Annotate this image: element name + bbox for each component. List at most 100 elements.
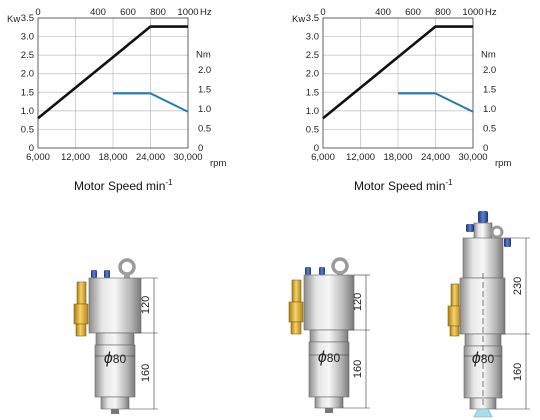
- nm-tick-label: 2.0: [483, 65, 496, 76]
- nm-tick-label: 2.0: [198, 65, 211, 76]
- rpm-tick-label: 6,000: [311, 152, 335, 163]
- rpm-unit-label: rpm: [495, 158, 511, 169]
- caption-superscript: -1: [445, 178, 453, 187]
- spindle-upper-body: [303, 274, 355, 331]
- performance-chart-left: Kw Hz Nm rpm 0 400 600 800 1000 6,000 12,000 18,000…: [7, 7, 226, 169]
- nm-tick-label: 0: [483, 143, 488, 154]
- dimension-lower-label: 160: [140, 364, 152, 382]
- kw-tick-label: 2.0: [306, 69, 319, 80]
- spindle-lower-body: [308, 341, 350, 398]
- hz-tick-label: 1000: [177, 7, 198, 18]
- blue-caps: [91, 270, 110, 278]
- spindle-nose: [100, 396, 130, 410]
- kw-tick-label: 0.5: [306, 124, 319, 135]
- torque-curve-line: [113, 92, 189, 113]
- spindle-lower-body: [94, 344, 136, 398]
- kw-unit-label: Kw: [7, 14, 20, 25]
- caption-text: Motor Speed min: [354, 179, 446, 193]
- hz-tick-label: 600: [405, 7, 421, 18]
- diameter-label: ϕ80: [318, 349, 341, 366]
- kw-tick-label: 2.5: [21, 50, 34, 61]
- dimension-lower-label: 160: [512, 363, 524, 381]
- coolant-outlet: [473, 408, 493, 418]
- dimension-lines: [464, 237, 530, 410]
- kw-tick-label: 1.5: [306, 87, 319, 98]
- nm-unit-label: Nm: [196, 49, 211, 60]
- diameter-label: ϕ80: [104, 350, 127, 367]
- kw-tick-label: 0.5: [21, 124, 34, 135]
- hz-tick-label: 400: [90, 7, 106, 18]
- kw-tick-label: 2.5: [306, 50, 319, 61]
- nm-unit-label: Nm: [481, 49, 496, 60]
- tool-tip: [325, 408, 333, 413]
- spindle-upper-body: [459, 277, 506, 335]
- brass-fitting: [447, 283, 462, 337]
- spindle-flange: [309, 329, 349, 343]
- diameter-value: 80: [327, 351, 341, 365]
- diameter-symbol: ϕ: [472, 350, 481, 367]
- nm-tick-label: 1.5: [483, 85, 496, 96]
- rpm-tick-label: 30,000: [458, 152, 487, 163]
- lifting-eye-bolt: [118, 258, 136, 278]
- hz-tick-label: 0: [320, 7, 325, 18]
- rpm-tick-label: 24,000: [421, 152, 450, 163]
- nm-tick-label: 0: [198, 143, 203, 154]
- nm-tick-label: 0.5: [198, 124, 211, 135]
- spindle-upper-body: [88, 277, 142, 334]
- performance-chart-right: Kw Hz Nm rpm 0 400 600 800 1000 6,000 12,000 18,000…: [292, 7, 511, 169]
- torque-curve-line: [398, 92, 474, 113]
- kw-tick-label: 1.0: [306, 106, 319, 117]
- spindle-drawing-b: 120 160 ϕ80: [288, 257, 370, 413]
- diameter-value: 80: [113, 352, 127, 366]
- brass-fitting: [73, 281, 89, 337]
- kw-tick-label: 3.5: [21, 13, 34, 24]
- hz-unit-label: Hz: [200, 7, 212, 18]
- rpm-tick-label: 30,000: [173, 152, 202, 163]
- hz-tick-label: 400: [375, 7, 391, 18]
- rpm-unit-label: rpm: [210, 158, 226, 169]
- hz-unit-label: Hz: [485, 7, 497, 18]
- rpm-tick-label: 18,000: [98, 152, 127, 163]
- blue-caps: [305, 267, 325, 275]
- plot-frame: [322, 17, 474, 149]
- rpm-tick-label: 6,000: [26, 152, 50, 163]
- hz-tick-label: 0: [35, 7, 40, 18]
- caption-superscript: -1: [165, 178, 173, 187]
- kw-tick-label: 2.0: [21, 69, 34, 80]
- kw-tick-label: 3.0: [21, 32, 34, 43]
- brass-fitting: [288, 279, 304, 335]
- nm-tick-label: 1.5: [198, 85, 211, 96]
- dimension-lines: [95, 277, 158, 410]
- chart-caption-left: Motor Speed min-1: [74, 178, 173, 193]
- kw-tick-label: 0: [314, 143, 319, 154]
- rpm-tick-label: 12,000: [346, 152, 375, 163]
- power-curve-line: [322, 25, 473, 120]
- kw-tick-label: 3.5: [306, 13, 319, 24]
- lifting-eye-bolt: [331, 257, 349, 276]
- hz-tick-label: 800: [150, 7, 166, 18]
- rpm-tick-label: 18,000: [383, 152, 412, 163]
- caption-text: Motor Speed min: [74, 179, 166, 193]
- spindle-top-housing: [462, 237, 504, 279]
- chart-caption-right: Motor Speed min-1: [354, 178, 453, 193]
- dimension-lines: [309, 274, 370, 409]
- diameter-symbol: ϕ: [318, 349, 327, 366]
- plot-frame: [37, 17, 189, 149]
- kw-tick-label: 3.0: [306, 32, 319, 43]
- dimension-upper-label: 120: [140, 296, 152, 314]
- dimension-upper-label: 230: [512, 277, 524, 295]
- diameter-symbol: ϕ: [104, 350, 113, 367]
- nm-tick-label: 1.0: [483, 104, 496, 115]
- diameter-value: 80: [481, 352, 495, 366]
- hz-tick-label: 1000: [462, 7, 483, 18]
- hz-tick-label: 600: [120, 7, 136, 18]
- spindle-flange: [95, 332, 135, 346]
- power-curve-line: [37, 25, 188, 120]
- tool-tip: [111, 409, 119, 414]
- spindle-drawing-a: 120 160 ϕ80: [73, 258, 158, 414]
- dimension-upper-label: 120: [352, 293, 364, 311]
- spindle-nose: [314, 396, 344, 409]
- rpm-tick-label: 24,000: [136, 152, 165, 163]
- kw-tick-label: 0: [29, 143, 34, 154]
